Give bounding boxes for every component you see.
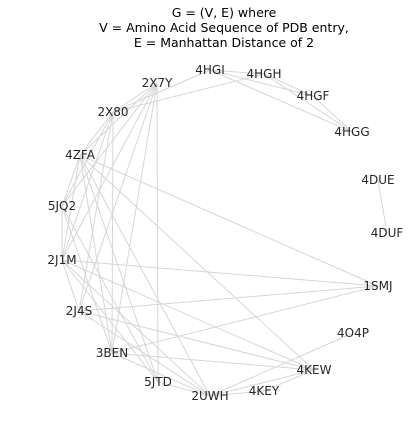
edge-4hgi-4hgf (209, 69, 314, 97)
edge-2x80-2j1m (61, 111, 114, 261)
edge-2j1m-4kew (61, 259, 315, 371)
node-label-2x80: 2X80 (97, 105, 128, 119)
edge-2j1m-2uwh (61, 259, 211, 397)
node-label-4kew: 4KEW (297, 363, 332, 377)
node-label-4hgf: 4HGF (297, 89, 330, 103)
node-label-5jtd: 5JTD (144, 375, 172, 389)
edge-4hgi-4hgg (209, 69, 353, 133)
node-label-4duf: 4DUF (371, 226, 404, 240)
chart-title: G = (V, E) where V = Amino Acid Sequence… (99, 5, 349, 50)
edge-layer (61, 69, 388, 397)
edge-4hgh-4hgf (263, 73, 314, 97)
node-label-4hgg: 4HGG (334, 125, 369, 139)
edge-4zfa-3ben (79, 154, 113, 354)
edge-4zfa-2uwh (79, 154, 211, 397)
edge-4hgf-4hgg (312, 95, 353, 133)
edge-3ben-1smj (111, 285, 379, 354)
edge-2j1m-2j4s (61, 259, 80, 312)
edge-5jq2-3ben (61, 205, 113, 354)
edge-2x7y-2j1m (61, 82, 158, 261)
node-label-4zfa: 4ZFA (65, 148, 96, 162)
node-label-4key: 4KEY (249, 384, 280, 398)
node-label-2uwh: 2UWH (191, 389, 228, 403)
edge-2x7y-5jtd (156, 82, 159, 383)
edge-4hgi-4hgh (209, 69, 265, 75)
edge-4due-4duf (377, 179, 388, 234)
edge-2x80-4zfa (79, 111, 114, 156)
edge-2j1m-5jtd (61, 259, 159, 383)
node-label-2j4s: 2J4S (66, 304, 92, 318)
edge-2uwh-4o4p (209, 332, 354, 397)
edge-4hgi-2x80 (112, 69, 211, 113)
edge-4zfa-1smj (79, 154, 379, 287)
edge-2x7y-2x80 (112, 82, 158, 113)
title-line-1: G = (V, E) where (172, 5, 277, 20)
edge-2x7y-4zfa (79, 82, 158, 156)
edge-4zfa-4kew (79, 154, 315, 371)
node-label-4due: 4DUE (361, 173, 394, 187)
edge-4hgh-2x80 (112, 73, 265, 113)
edge-2j1m-1smj (61, 259, 379, 287)
node-label-2j1m: 2J1M (47, 253, 76, 267)
edge-2x80-2j4s (78, 111, 114, 312)
node-label-4hgi: 4HGI (195, 63, 225, 77)
title-line-2: V = Amino Acid Sequence of PDB entry, (99, 20, 349, 35)
title-line-3: E = Manhattan Distance of 2 (134, 35, 314, 50)
node-label-1smj: 1SMJ (363, 279, 392, 293)
node-label-3ben: 3BEN (96, 346, 128, 360)
edge-2j4s-4kew (78, 310, 315, 371)
edge-2uwh-4key (209, 390, 265, 397)
edge-2j4s-1smj (78, 285, 379, 312)
node-label-4o4p: 4O4P (337, 326, 369, 340)
node-layer: 4HGI 4HGH 4HGF 4HGG 4DUE 4DUF 1SMJ 4O4P 4KEW 4KEY… (47, 63, 403, 403)
node-label-4hgh: 4HGH (247, 67, 282, 81)
node-label-2x7y: 2X7Y (142, 76, 173, 90)
edge-2j4s-2uwh (78, 310, 211, 397)
node-label-5jq2: 5JQ2 (48, 199, 76, 213)
edge-2x80-5jq2 (61, 111, 114, 207)
edge-5jq2-5jtd (61, 205, 159, 383)
edge-2uwh-4kew (209, 369, 315, 397)
edge-5jtd-2uwh (157, 381, 211, 397)
edge-3ben-2uwh (111, 352, 211, 397)
edge-4zfa-5jq2 (61, 154, 81, 207)
edge-4kew-4key (263, 369, 315, 392)
edge-2x80-3ben (111, 111, 114, 354)
edge-4zfa-2j1m (61, 154, 81, 261)
edge-3ben-4kew (111, 352, 315, 371)
edge-4zfa-5jtd (79, 154, 159, 383)
edge-4hgh-4hgg (263, 73, 353, 133)
edge-2x7y-5jq2 (61, 82, 158, 207)
